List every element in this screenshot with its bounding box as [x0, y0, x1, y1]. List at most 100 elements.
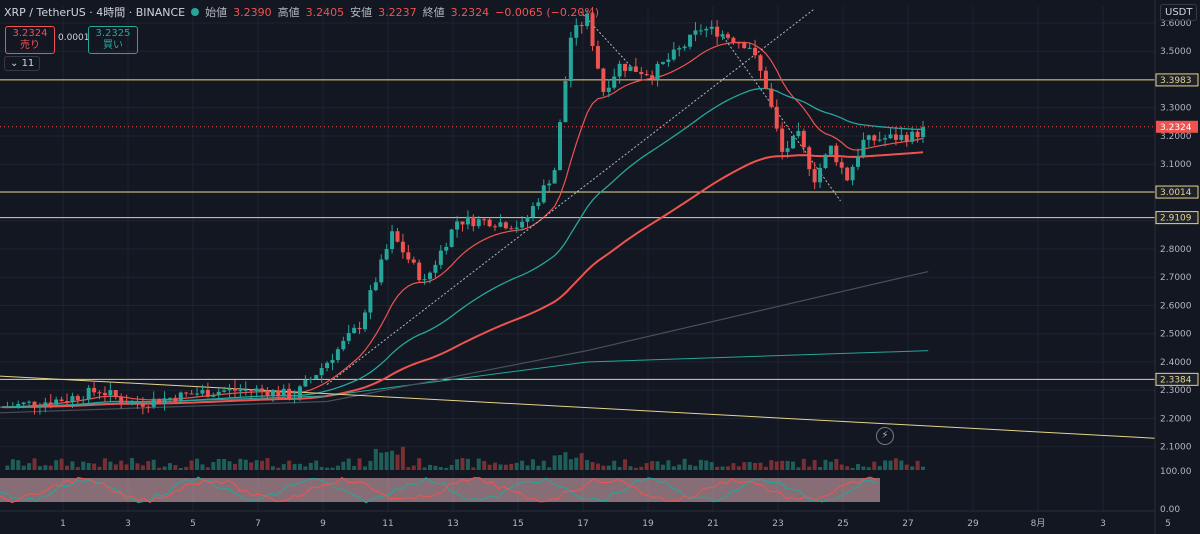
time-tick-label: 1	[60, 519, 66, 529]
candle-body	[249, 389, 254, 391]
volume-bar	[135, 463, 140, 470]
candle-body	[400, 241, 405, 253]
volume-bar	[774, 461, 779, 470]
candle-body	[644, 74, 649, 76]
volume-bar	[482, 460, 487, 470]
candle-body	[173, 397, 178, 402]
volume-bar	[37, 466, 42, 470]
volume-bar	[839, 464, 844, 470]
price-tick-label: 2.5000	[1160, 330, 1192, 340]
volume-bar	[292, 464, 297, 470]
volume-bar	[812, 459, 817, 470]
volume-bar	[639, 466, 644, 470]
candle-body	[845, 167, 850, 181]
volume-bar	[119, 460, 124, 470]
indicator-toggle-button[interactable]: ⌄ 11	[4, 56, 41, 71]
volume-bar	[753, 462, 758, 470]
candle-body	[162, 398, 167, 404]
candle-body	[75, 396, 80, 400]
sell-label: 売り	[20, 40, 40, 51]
volume-bar	[742, 462, 747, 470]
candle-body	[850, 166, 855, 181]
candle-body	[921, 127, 926, 138]
time-tick-label: 5	[190, 519, 196, 529]
volume-bar	[48, 465, 53, 470]
candle-body	[390, 231, 395, 250]
candle-body	[796, 130, 801, 137]
candle-body	[666, 59, 671, 62]
high-value: 3.2405	[305, 5, 345, 19]
candle-body	[130, 403, 135, 405]
volume-bar	[872, 461, 877, 470]
volume-bar	[904, 464, 909, 470]
volume-bar	[530, 459, 535, 470]
rsi-tick-label: 0.00	[1160, 505, 1180, 515]
volume-bar	[108, 461, 113, 470]
symbol-title[interactable]: XRP / TetherUS · 4時間 · BINANCE	[4, 6, 186, 19]
volume-bar	[97, 466, 102, 470]
volume-bar	[314, 460, 319, 470]
candle-body	[601, 68, 606, 92]
volume-bar	[444, 467, 449, 470]
candle-body	[10, 406, 15, 408]
candle-body	[86, 387, 91, 400]
candle-body	[801, 130, 806, 148]
volume-bar	[303, 466, 308, 470]
volume-bar	[465, 458, 470, 470]
volume-bar	[325, 467, 330, 470]
price-level-label: 3.0014	[1160, 188, 1192, 198]
volume-bar	[189, 460, 194, 470]
candle-body	[325, 362, 330, 369]
candle-body	[395, 231, 400, 242]
volume-bar	[249, 462, 254, 470]
currency-button[interactable]: USDT	[1160, 4, 1198, 21]
price-tick-label: 3.5000	[1160, 47, 1192, 57]
rsi-band	[0, 478, 880, 502]
time-tick-label: 13	[447, 519, 458, 529]
candle-body	[32, 401, 37, 407]
candle-body	[742, 42, 747, 49]
candle-body	[509, 228, 514, 230]
price-level-label: 2.9109	[1160, 214, 1192, 224]
candle-body	[698, 30, 703, 32]
candle-body	[655, 63, 660, 80]
volume-bar	[16, 460, 21, 470]
candle-body	[178, 392, 183, 402]
candle-body	[108, 390, 113, 396]
candle-body	[81, 399, 86, 401]
volume-bar	[623, 459, 628, 470]
volume-bar	[449, 464, 454, 470]
volume-bar	[633, 467, 638, 470]
volume-bar	[406, 467, 411, 470]
candle-body	[493, 226, 498, 228]
price-tick-label: 2.4000	[1160, 358, 1192, 368]
price-level-tag	[1156, 120, 1198, 133]
change-value: −0.0065 (−0.20%)	[495, 5, 600, 19]
volume-bar	[260, 460, 265, 470]
candle-body	[574, 25, 579, 38]
candle-body	[872, 135, 877, 141]
candle-body	[558, 122, 563, 171]
volume-bar	[574, 457, 579, 470]
candle-body	[834, 145, 839, 163]
candle-body	[167, 397, 172, 399]
buy-button[interactable]: 3.2325 買い	[88, 26, 138, 54]
volume-bar	[27, 463, 32, 470]
candle-body	[97, 392, 102, 394]
volume-bar	[655, 461, 660, 470]
lightning-icon[interactable]: ⚡	[876, 427, 894, 445]
candle-body	[140, 403, 145, 407]
volume-bar	[373, 448, 378, 470]
candle-body	[747, 47, 752, 49]
volume-bar	[428, 464, 433, 470]
candle-body	[189, 393, 194, 395]
candle-body	[677, 48, 682, 50]
candle-body	[157, 398, 162, 404]
candle-body	[671, 49, 676, 60]
volume-bar	[558, 455, 563, 470]
volume-bar	[720, 466, 725, 470]
sell-button[interactable]: 3.2324 売り	[5, 26, 55, 54]
candle-body	[866, 135, 871, 140]
volume-bar	[184, 466, 189, 470]
